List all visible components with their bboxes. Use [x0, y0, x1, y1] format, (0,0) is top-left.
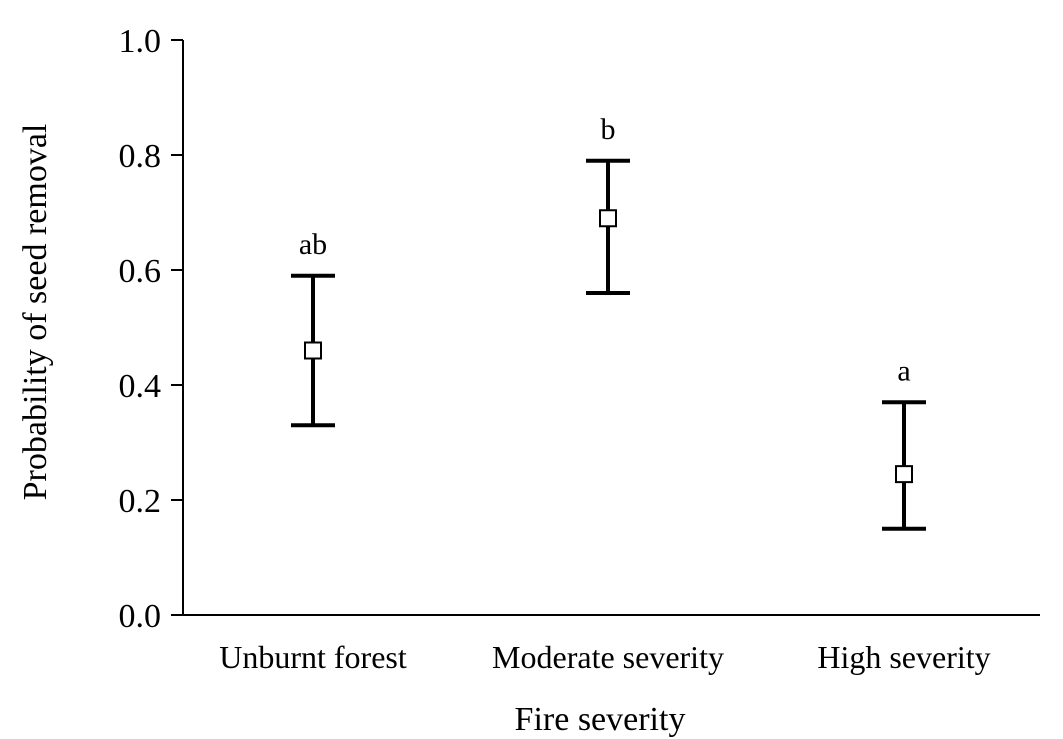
y-tick-label: 0.6 [119, 253, 162, 290]
data-point-group: b [586, 113, 630, 295]
significance-label: ab [299, 228, 327, 261]
y-tick-label: 0.4 [119, 368, 162, 405]
data-point-group: a [882, 354, 926, 531]
y-axis-title: Probability of seed removal [17, 124, 54, 501]
significance-label: b [601, 113, 616, 146]
x-axis-title: Fire severity [515, 701, 686, 738]
x-category-label: Moderate severity [492, 639, 724, 675]
mean-marker [599, 209, 617, 228]
y-tick-label: 0.0 [119, 598, 162, 635]
data-point-group: ab [291, 228, 335, 428]
x-category-label: High severity [817, 639, 990, 675]
x-axis-labels: Unburnt forest Moderate severity High seve… [219, 639, 990, 675]
x-category-label: Unburnt forest [219, 639, 407, 675]
mean-marker [895, 465, 913, 484]
y-tick-label: 0.2 [119, 483, 162, 520]
mean-marker [304, 341, 322, 360]
y-axis: 0.0 0.2 0.4 0.6 0.8 1.0 [119, 23, 1040, 635]
y-tick-label: 0.8 [119, 138, 162, 175]
significance-label: a [897, 354, 910, 387]
plot-points: ab b a [291, 113, 926, 531]
y-tick-label: 1.0 [119, 23, 162, 60]
